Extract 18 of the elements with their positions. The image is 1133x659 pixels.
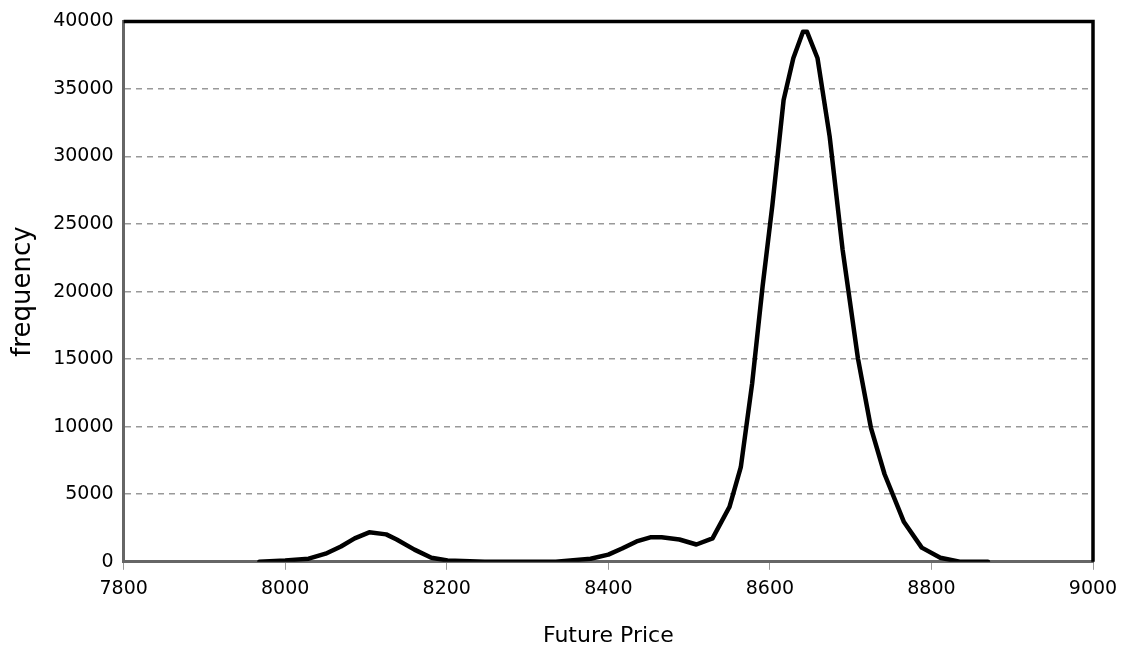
y-tick-label: 35000 [53, 75, 114, 98]
x-tick-label: 8600 [745, 576, 795, 599]
y-tick-label: 25000 [53, 210, 114, 233]
y-tick-label: 10000 [53, 413, 114, 436]
x-tick-label: 8200 [422, 576, 471, 599]
x-tick-label: 8400 [584, 576, 633, 599]
y-tick-label: 0 [101, 548, 114, 571]
x-tick-label: 8000 [261, 576, 310, 599]
y-tick-label: 15000 [53, 346, 114, 369]
x-tick-label: 8800 [907, 576, 956, 599]
y-axis-title: frequency [6, 226, 37, 357]
y-tick-label: 5000 [65, 481, 114, 504]
y-tick-label: 20000 [53, 278, 114, 301]
y-tick-label: 40000 [53, 8, 114, 31]
y-tick-label: 30000 [53, 143, 114, 166]
x-tick-label: 7800 [99, 576, 148, 599]
x-axis-title: Future Price [542, 621, 674, 647]
x-tick-label: 9000 [1068, 576, 1118, 599]
